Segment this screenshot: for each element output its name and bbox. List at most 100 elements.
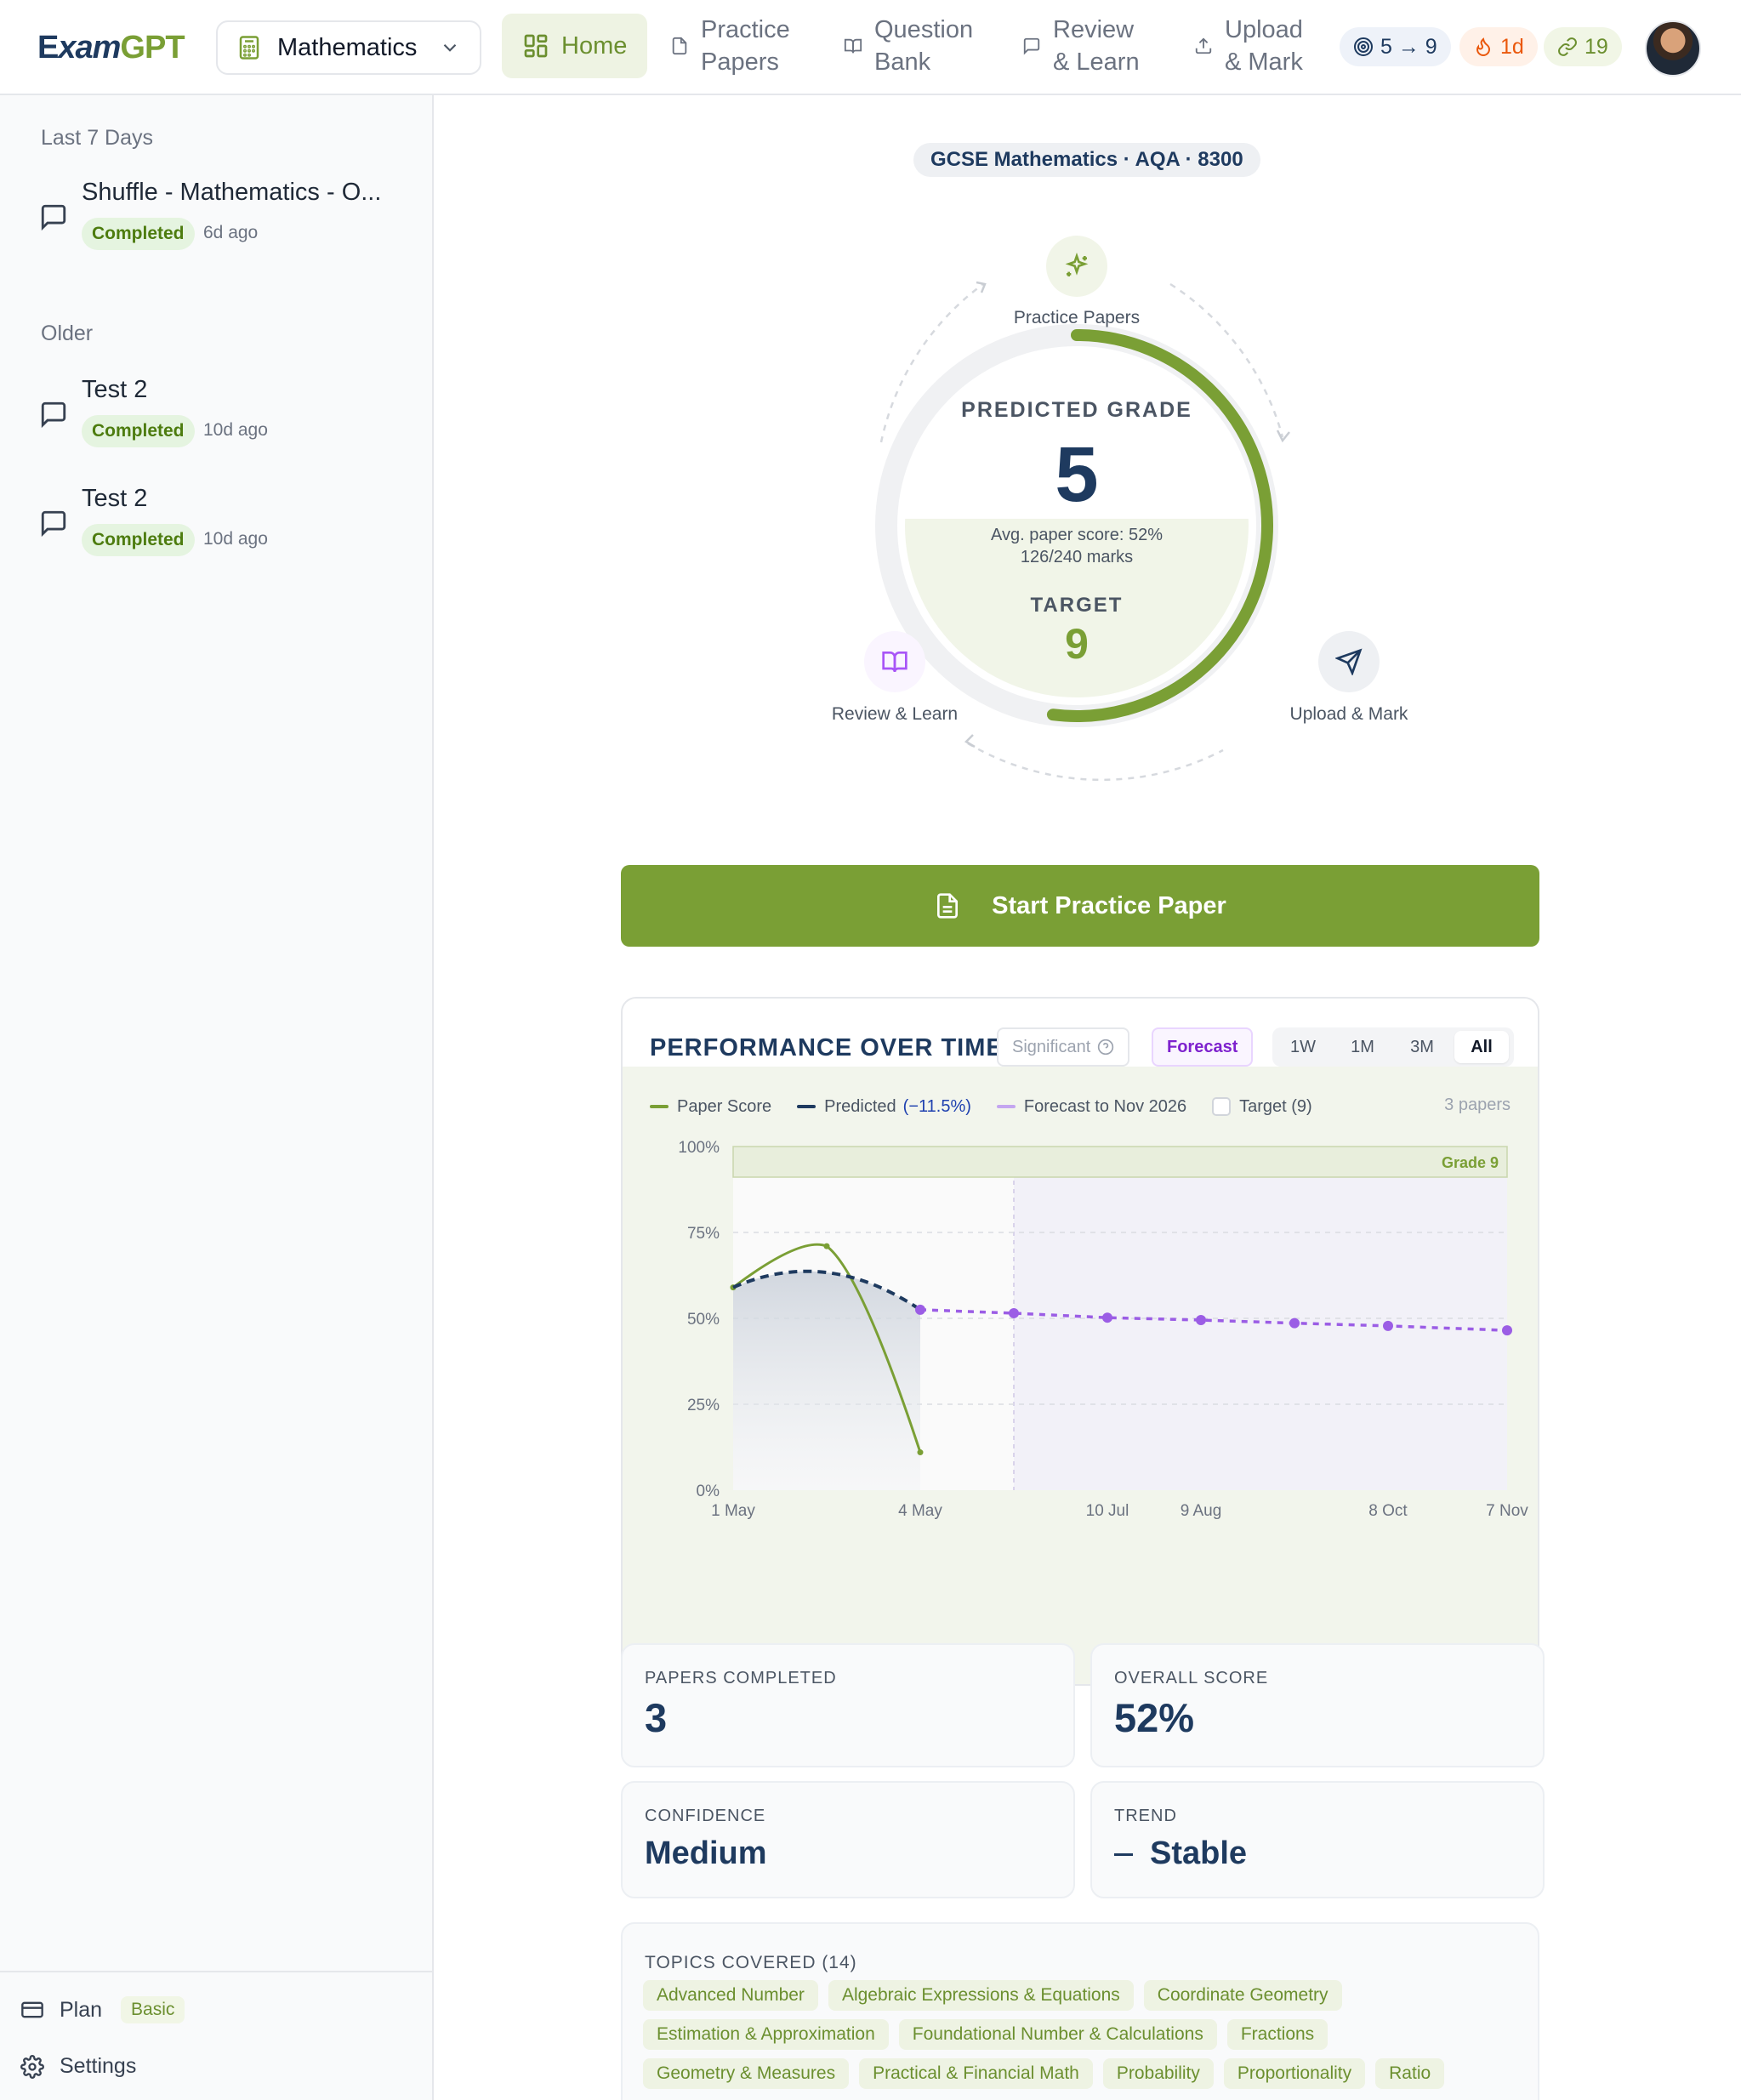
subject-selector[interactable]: Mathematics [216, 20, 481, 75]
range-1m[interactable]: 1M [1351, 1037, 1374, 1056]
topic-chip[interactable]: Foundational Number & Calculations [898, 2019, 1217, 2050]
history-item-title: Shuffle - Mathematics - O... [82, 179, 382, 206]
topic-chip[interactable]: Ratio [1375, 2058, 1445, 2089]
start-practice-paper-button[interactable]: Start Practice Paper [621, 865, 1539, 947]
y-tick-label: 75% [687, 1225, 720, 1243]
document-icon [937, 893, 959, 919]
nav-review-label-1: Review [1053, 16, 1135, 43]
gear-icon [20, 2054, 44, 2079]
forecast-point [1102, 1312, 1112, 1323]
settings-row[interactable]: Settings [20, 2054, 136, 2079]
nav-upload-mark[interactable]: Upload & Mark [1194, 14, 1303, 78]
legend-paper-score-label: Paper Score [677, 1096, 772, 1116]
status-badge: Completed [82, 218, 195, 250]
legend-predicted-label: Predicted [824, 1096, 896, 1116]
grade-9-band-label: Grade 9 [1442, 1154, 1499, 1171]
gauge-graphic [875, 281, 1290, 782]
forecast-point [1196, 1315, 1206, 1326]
performance-chart: Grade 9 100% 75% 50% 25% 0% 1 May 4 May 10 Jul 9 … [678, 1139, 1528, 1520]
flame-icon [1476, 37, 1491, 56]
topic-chip[interactable]: Algebraic Expressions & Equations [828, 1980, 1134, 2011]
history-item-time: 6d ago [203, 223, 259, 242]
target-checkbox[interactable] [1212, 1097, 1232, 1116]
legend-forecast-label: Forecast to Nov 2026 [1023, 1096, 1187, 1116]
paper-score-line [732, 1243, 922, 1454]
range-all[interactable]: All [1454, 1031, 1509, 1063]
practice-papers-label: Practice Papers [1013, 308, 1141, 327]
history-sidebar: Last 7 Days Shuffle - Mathematics - O...… [0, 95, 434, 2100]
help-circle-icon [1098, 1039, 1114, 1056]
status-badge: Completed [82, 415, 195, 447]
y-tick-label: 100% [678, 1139, 720, 1157]
significant-toggle[interactable]: Significant [997, 1027, 1130, 1067]
xp-pill[interactable]: 19 [1544, 27, 1622, 66]
sidebar-footer: Plan Basic Settings [0, 1971, 434, 2079]
nav-qbank-label-1: Question [874, 16, 974, 43]
predicted-grade-label: PREDICTED GRADE [961, 398, 1192, 422]
nav-home-label: Home [561, 32, 628, 60]
y-tick-label: 0% [697, 1483, 720, 1500]
marks-text: 126/240 marks [1020, 548, 1134, 566]
topic-chip[interactable]: Proportionality [1223, 2058, 1366, 2089]
topic-chip[interactable]: Estimation & Approximation [643, 2019, 889, 2050]
history-item[interactable]: Test 2 Completed 10d ago [39, 376, 413, 452]
papers-completed-label: PAPERS COMPLETED [645, 1669, 837, 1687]
grade-target-pill[interactable]: 5 → 9 [1340, 27, 1451, 66]
orbit-arc-top-left [879, 282, 984, 443]
topics-title: TOPICS COVERED (14) [645, 1953, 857, 1972]
streak-pill[interactable]: 1d [1459, 27, 1538, 66]
legend-forecast: Forecast to Nov 2026 [996, 1096, 1187, 1117]
history-item-time: 10d ago [203, 529, 268, 549]
trend-flat-icon [1114, 1853, 1133, 1857]
orbit-arc-bottom [967, 742, 1224, 782]
topic-chip[interactable]: Advanced Number [643, 1980, 818, 2011]
book-open-icon [882, 652, 907, 673]
upload-mark-node[interactable] [1318, 631, 1380, 692]
logo-part-gpt: GPT [120, 29, 185, 65]
forecast-toggle[interactable]: Forecast [1152, 1027, 1254, 1067]
nav-upload-label-1: Upload [1225, 16, 1303, 43]
range-1w[interactable]: 1W [1290, 1037, 1316, 1056]
overall-score-label: OVERALL SCORE [1114, 1669, 1269, 1687]
upload-mark-label: Upload & Mark [1289, 704, 1408, 724]
forecast-point [1383, 1320, 1393, 1331]
x-tick-label: 7 Nov [1486, 1502, 1528, 1520]
performance-card: PERFORMANCE OVER TIME Significant Foreca… [621, 997, 1539, 1686]
upload-icon [1195, 37, 1212, 54]
papers-completed-value: 3 [645, 1695, 668, 1740]
orbit-arrow-top [976, 281, 987, 293]
topic-chip[interactable]: Probability [1102, 2058, 1214, 2089]
topic-chip[interactable]: Coordinate Geometry [1143, 1980, 1342, 2011]
nav-practice-papers[interactable]: Practice Papers [670, 14, 790, 78]
performance-title: PERFORMANCE OVER TIME [650, 1034, 1004, 1061]
forecast-point [915, 1304, 925, 1315]
history-item[interactable]: Test 2 Completed 10d ago [39, 485, 413, 561]
predicted-grade-value: 5 [1055, 431, 1099, 518]
send-icon [1335, 648, 1363, 675]
forecast-region [1014, 1147, 1507, 1490]
user-avatar[interactable] [1645, 20, 1701, 77]
nav-question-bank[interactable]: Question Bank [844, 14, 973, 78]
topic-chip[interactable]: Practical & Financial Math [859, 2058, 1093, 2089]
nav-home[interactable]: Home [502, 14, 648, 78]
overall-score-value: 52% [1114, 1695, 1195, 1740]
plan-badge: Basic [121, 1996, 185, 2023]
course-badge: GCSE Mathematics · AQA · 8300 [913, 143, 1260, 177]
topic-chip[interactable]: Fractions [1226, 2019, 1329, 2050]
legend-target-toggle[interactable]: Target (9) [1212, 1097, 1312, 1117]
range-3m[interactable]: 3M [1410, 1037, 1434, 1056]
nav-review-learn[interactable]: Review & Learn [1022, 14, 1140, 78]
review-learn-node[interactable] [864, 631, 925, 692]
x-tick-label: 4 May [898, 1502, 942, 1520]
history-item[interactable]: Shuffle - Mathematics - O... Completed 6… [39, 179, 413, 255]
practice-papers-node[interactable] [1046, 236, 1107, 297]
topic-chip[interactable]: Geometry & Measures [643, 2058, 850, 2089]
calculator-icon [239, 36, 259, 60]
plan-label: Plan [60, 1997, 103, 2022]
plan-row[interactable]: Plan Basic [20, 1996, 185, 2023]
confidence-label: CONFIDENCE [645, 1807, 766, 1825]
section-older: Older [41, 322, 94, 345]
topics-card: TOPICS COVERED (14) Advanced Number Algeb… [621, 1922, 1539, 2100]
